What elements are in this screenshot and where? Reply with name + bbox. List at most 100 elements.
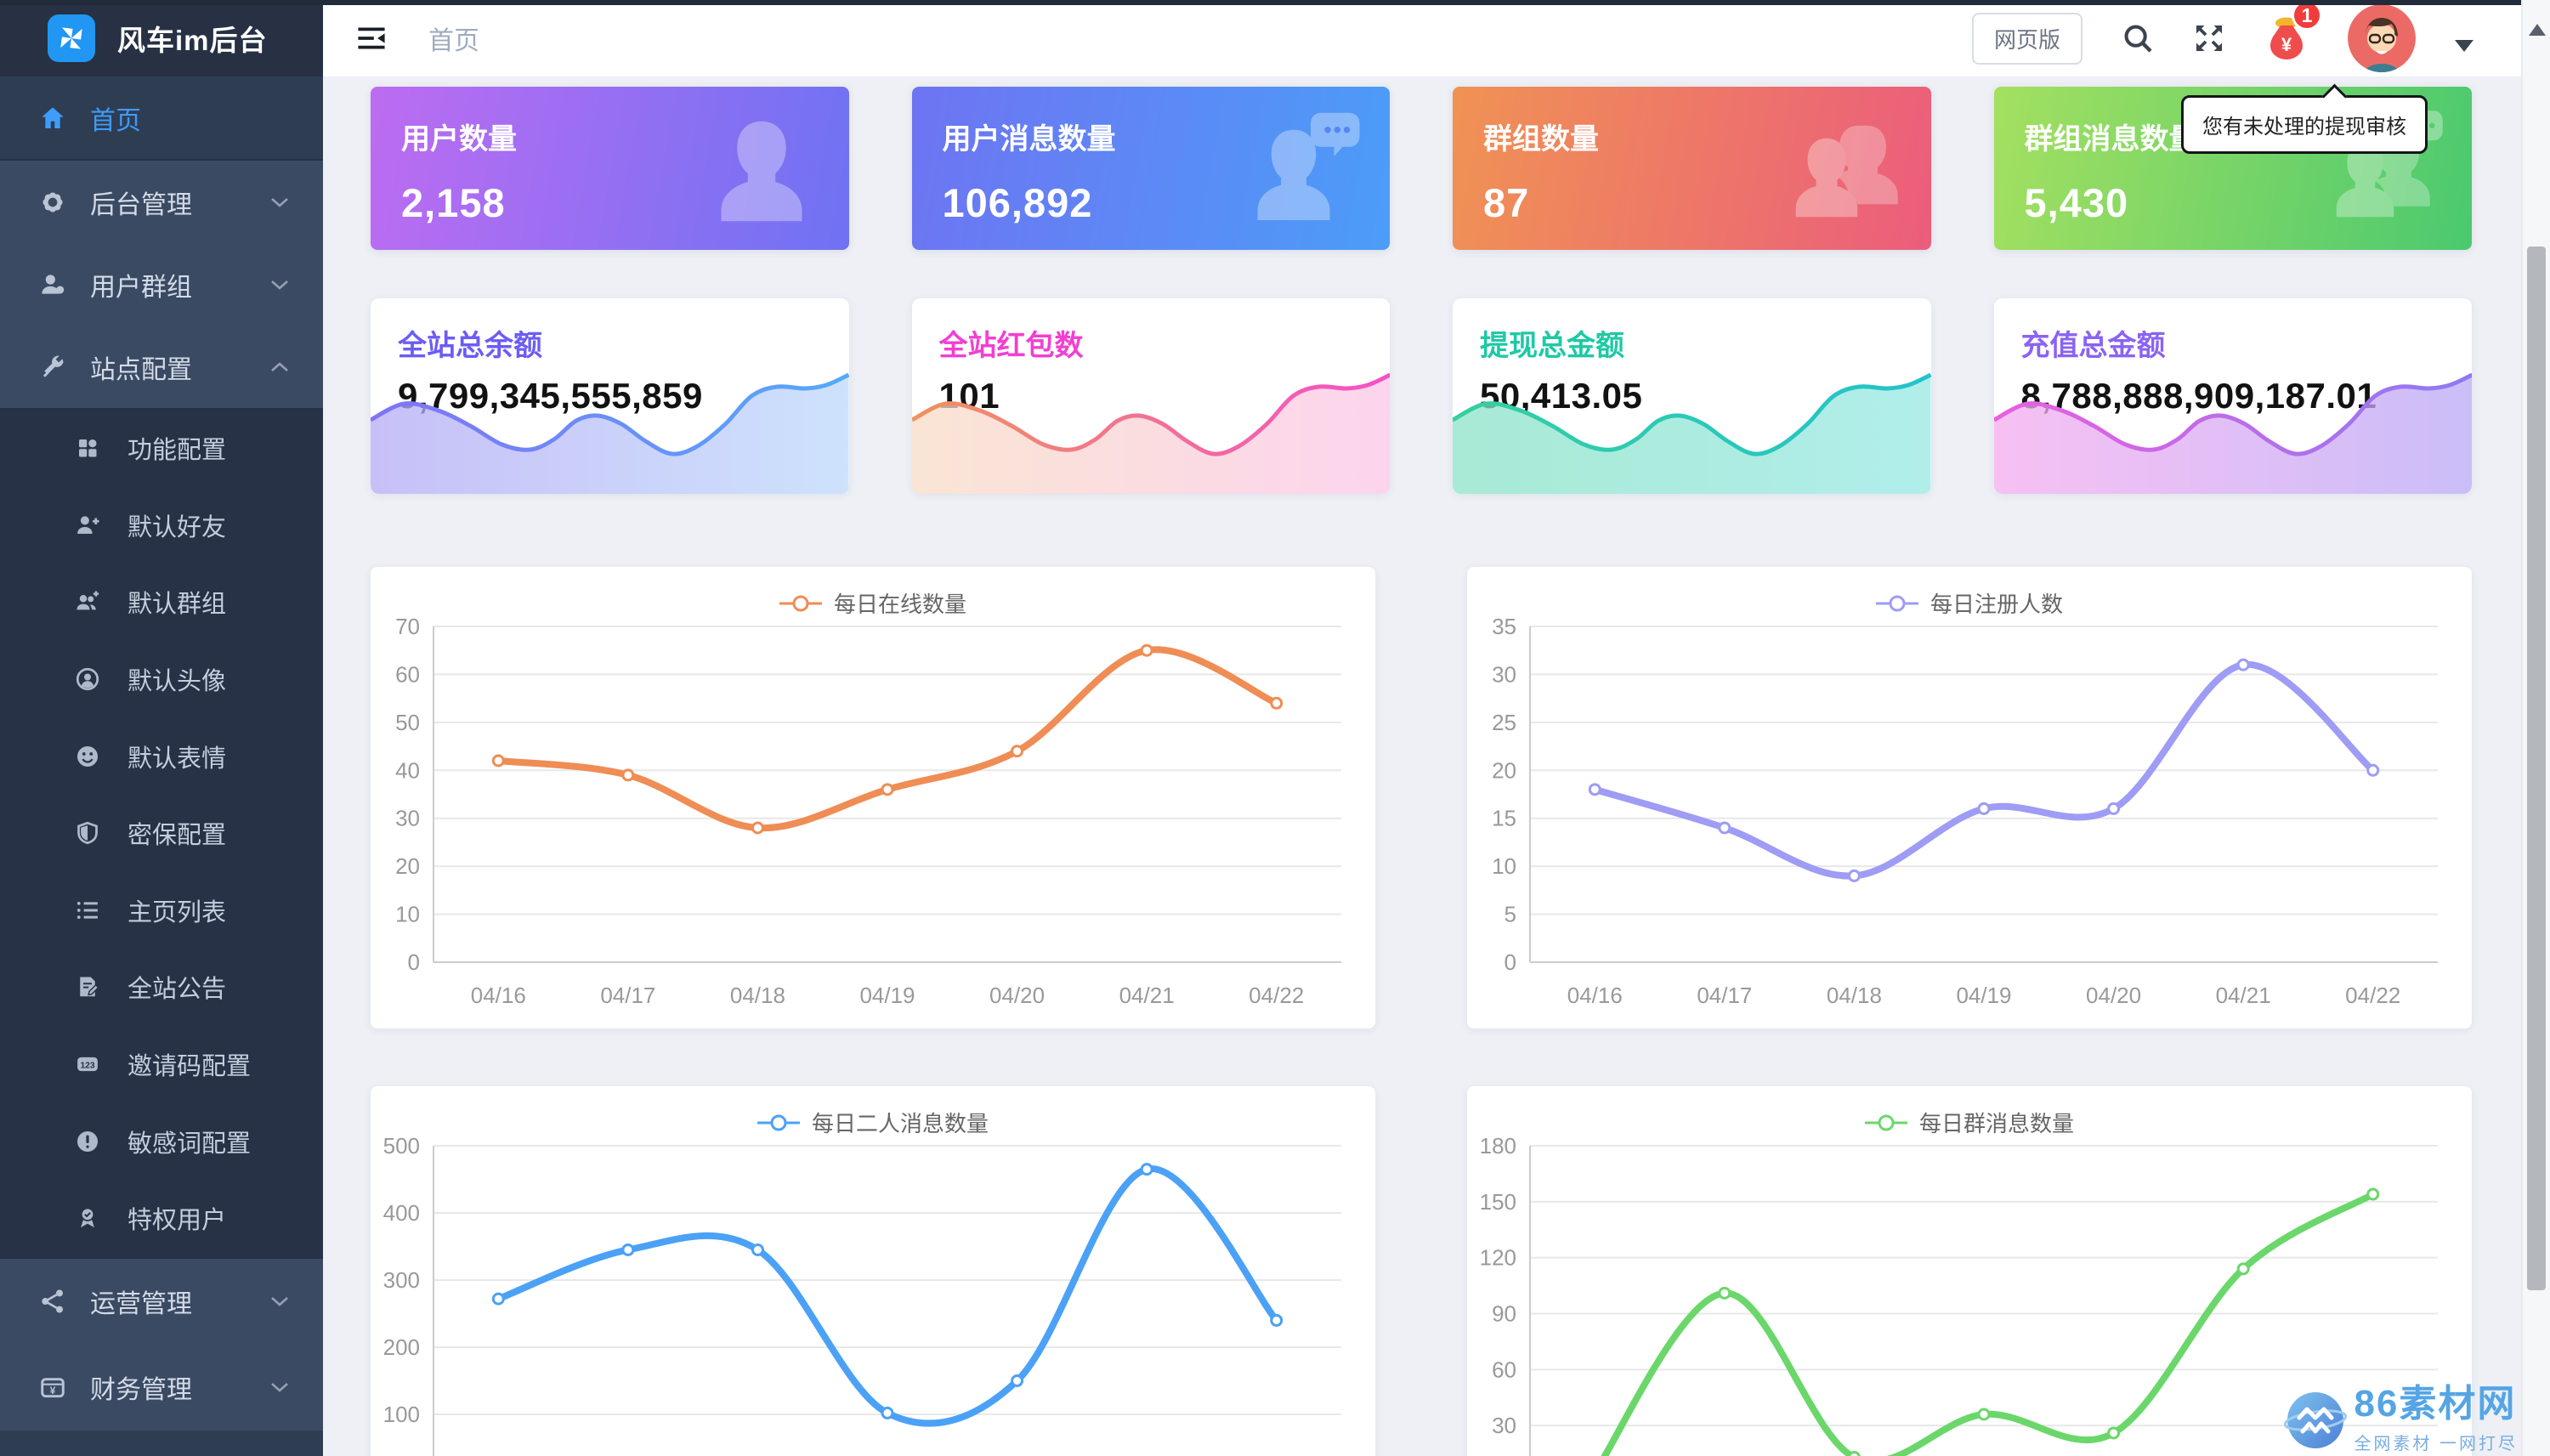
smiley-icon — [77, 745, 98, 767]
withdraw-review-button[interactable]: ¥ 1 — [2264, 0, 2322, 63]
medal-icon — [80, 1207, 95, 1228]
svg-text:150: 150 — [1480, 1189, 1516, 1215]
svg-text:90: 90 — [1492, 1301, 1516, 1327]
home-icon — [42, 106, 64, 128]
svg-text:70: 70 — [395, 614, 420, 639]
chevron-down-icon — [271, 1383, 288, 1392]
finance-icon: ¥ — [41, 1378, 65, 1398]
sidebar-subitem-default-emoji[interactable]: 默认表情 — [0, 717, 323, 795]
chart-legend[interactable]: 每日群消息数量 — [1467, 1107, 2472, 1138]
app-logo — [48, 14, 95, 62]
sidebar-subitem-label: 默认头像 — [128, 668, 227, 696]
sidebar-item-site-config[interactable]: 站点配置 — [0, 326, 323, 408]
scrollbar-up-arrow-icon[interactable] — [2529, 24, 2546, 36]
sidebar-item-finance[interactable]: ¥ 财务管理 — [0, 1345, 323, 1431]
sidebar-item-user-groups[interactable]: 用户群组 — [0, 243, 323, 326]
sidebar-subitem-site-announcement[interactable]: 全站公告 — [0, 949, 323, 1026]
svg-text:04/17: 04/17 — [1697, 983, 1752, 1008]
avatar-image — [2348, 4, 2416, 72]
legend-label: 每日在线数量 — [833, 592, 966, 617]
svg-text:300: 300 — [383, 1267, 420, 1293]
svg-text:500: 500 — [383, 1133, 420, 1159]
collapse-menu-icon[interactable] — [355, 24, 388, 53]
svg-text:50: 50 — [395, 710, 420, 735]
legend-line-icon — [779, 595, 822, 611]
chart-daily-registrations: 每日注册人数 0 5 10 15 20 25 30 35 04/16 04/17 04/18 04/1… — [1467, 567, 2472, 1028]
chevron-down-icon — [271, 1297, 288, 1306]
svg-text:25: 25 — [1492, 710, 1516, 735]
chart-legend[interactable]: 每日在线数量 — [371, 587, 1375, 619]
chart-daily-private-messages: 每日二人消息数量 010020030040050004/1604/1704/18… — [371, 1086, 1375, 1456]
svg-text:04/21: 04/21 — [1119, 983, 1175, 1008]
sidebar-item-label: 用户群组 — [90, 273, 192, 302]
line-chart: 030609012015018004/1604/1704/1804/1904/2… — [1480, 1133, 2438, 1456]
svg-text:04/22: 04/22 — [2345, 983, 2400, 1008]
svg-text:04/18: 04/18 — [1827, 983, 1882, 1008]
group-silhouette-icon — [1795, 125, 1898, 218]
stat-card-user-messages: 用户消息数量 106,892 — [911, 87, 1390, 250]
svg-text:04/20: 04/20 — [989, 983, 1045, 1008]
account-dropdown-caret[interactable] — [2455, 40, 2474, 52]
svg-text:04/16: 04/16 — [1567, 983, 1623, 1008]
stat-card-users: 用户数量 2,158 — [371, 87, 849, 250]
user-group-icon — [42, 274, 65, 294]
svg-text:¥: ¥ — [2281, 34, 2292, 55]
wave-sparkline — [1453, 373, 1931, 494]
pinwheel-icon — [60, 27, 82, 49]
sidebar-subitem-label: 敏感词配置 — [128, 1130, 252, 1158]
stat-card-title: 用户数量 — [401, 123, 517, 156]
sidebar-subitem-label: 特权用户 — [128, 1207, 227, 1235]
sidebar-submenu: 功能配置 默认好友 默认群组 默认头像 默认表情 密保配置 主页列表 全站公告 — [0, 410, 323, 1257]
fullscreen-icon[interactable] — [2193, 22, 2225, 54]
svg-text:180: 180 — [1480, 1133, 1516, 1159]
stat-card-value: 106,892 — [942, 180, 1093, 225]
sidebar-item-home[interactable]: 首页 — [0, 76, 323, 159]
sidebar-group: 后台管理 用户群组 站点配置 — [0, 159, 323, 410]
sidebar-subitem-label: 邀请码配置 — [128, 1053, 252, 1081]
page-scrollbar[interactable] — [2521, 0, 2550, 1456]
sidebar-subitem-homepage-list[interactable]: 主页列表 — [0, 872, 323, 949]
top-bar: 首页 网页版 ¥ 1 — [323, 0, 2521, 76]
sidebar-subitem-invite-code-config[interactable]: 123 邀请码配置 — [0, 1026, 323, 1103]
chevron-down-icon — [271, 280, 288, 290]
svg-text:20: 20 — [395, 853, 420, 879]
web-version-button[interactable]: 网页版 — [1971, 12, 2082, 65]
sidebar-subitem-privileged-users[interactable]: 特权用户 — [0, 1180, 323, 1257]
sidebar-item-operations[interactable]: 运营管理 — [0, 1259, 323, 1345]
wave-card-withdraw-total: 提现总金额 50,413.05 — [1453, 298, 1931, 494]
sidebar-subitem-label: 全站公告 — [128, 976, 227, 1004]
list-icon — [76, 901, 98, 919]
sidebar-subitem-default-friends[interactable]: 默认好友 — [0, 487, 323, 564]
wave-card-value: 9,799,345,555,859 — [398, 376, 703, 416]
svg-text:123: 123 — [80, 1061, 94, 1070]
sidebar-subitem-default-groups[interactable]: 默认群组 — [0, 564, 323, 641]
legend-label: 每日二人消息数量 — [811, 1111, 989, 1136]
window-top-edge — [0, 0, 2550, 5]
sidebar-subitem-default-avatar[interactable]: 默认头像 — [0, 641, 323, 718]
invite-code-icon: 123 — [77, 1057, 98, 1072]
sidebar-subitem-sensitive-words[interactable]: 敏感词配置 — [0, 1102, 323, 1180]
svg-text:04/19: 04/19 — [1956, 983, 2011, 1008]
stat-card-value: 87 — [1483, 180, 1530, 225]
breadcrumb[interactable]: 首页 — [428, 27, 479, 55]
user-avatar[interactable] — [2348, 4, 2416, 72]
wave-sparkline — [911, 373, 1390, 494]
sidebar-subitem-security-config[interactable]: 密保配置 — [0, 795, 323, 872]
sidebar-subitem-feature-config[interactable]: 功能配置 — [0, 410, 323, 487]
svg-text:200: 200 — [383, 1334, 420, 1360]
main-content: 用户数量 2,158 用户消息数量 106,892 群组数量 87 群组消息数量… — [323, 76, 2521, 1456]
chart-row-1: 每日在线数量 0 10 20 30 40 50 60 70 04/16 04/17 04/18 04/… — [371, 567, 2472, 1028]
svg-text:04/21: 04/21 — [2216, 983, 2271, 1008]
svg-text:40: 40 — [395, 757, 420, 783]
app-title: 风车im后台 — [117, 25, 268, 56]
stat-card-value: 2,158 — [401, 180, 506, 225]
scrollbar-thumb[interactable] — [2527, 246, 2546, 1290]
legend-label: 每日群消息数量 — [1918, 1111, 2074, 1136]
chart-legend[interactable]: 每日注册人数 — [1467, 587, 2472, 619]
sidebar-item-label: 运营管理 — [90, 1290, 192, 1319]
sidebar-item-admin[interactable]: 后台管理 — [0, 161, 323, 243]
svg-text:04/19: 04/19 — [859, 983, 915, 1008]
chart-legend[interactable]: 每日二人消息数量 — [371, 1107, 1375, 1138]
search-icon[interactable] — [2122, 22, 2154, 54]
wave-card-row: 全站总余额 9,799,345,555,859 全站红包数 101 提现总金额 … — [371, 298, 2472, 494]
